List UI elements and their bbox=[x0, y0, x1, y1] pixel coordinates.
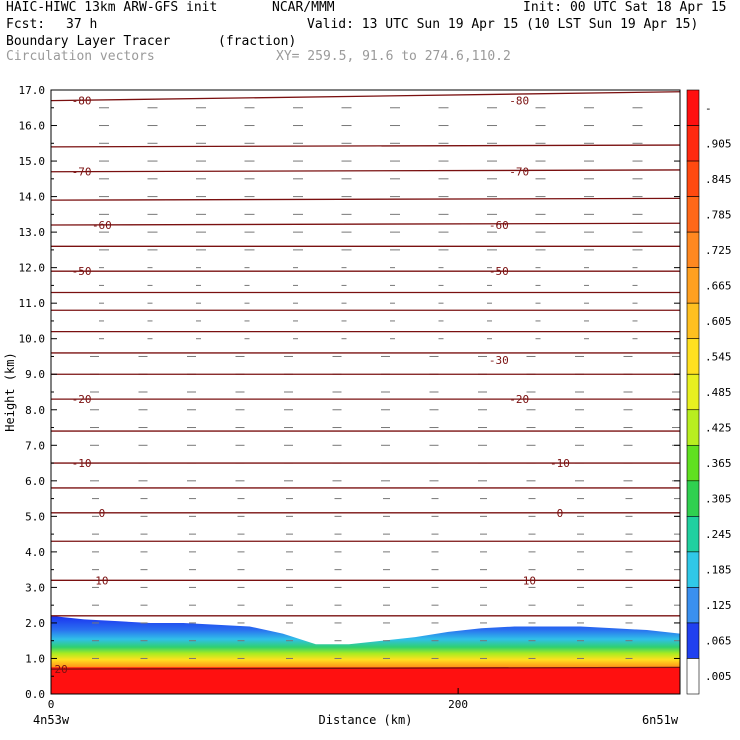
field-name: Boundary Layer Tracer bbox=[6, 34, 171, 49]
colorbar-label: .545 bbox=[705, 350, 732, 363]
isotherm-label: -50 bbox=[72, 265, 92, 278]
isotherm-label: -20 bbox=[72, 393, 92, 406]
field-units: (fraction) bbox=[218, 34, 297, 49]
y-tick-label: 14.0 bbox=[19, 191, 46, 204]
isotherm-label: -80 bbox=[509, 95, 529, 108]
isotherm-label: -80 bbox=[72, 95, 92, 108]
isotherm-label: 20 bbox=[55, 663, 68, 676]
init-time: Init: 00 UTC Sat 18 Apr 15 bbox=[523, 0, 727, 15]
colorbar-label: .065 bbox=[705, 635, 732, 648]
colorbar-label: .305 bbox=[705, 493, 732, 506]
colorbar-label: .665 bbox=[705, 279, 732, 292]
isotherm-label: -20 bbox=[509, 393, 529, 406]
y-tick-label: 13.0 bbox=[19, 226, 46, 239]
colorbar-swatch bbox=[686, 302, 700, 340]
y-tick-label: 17.0 bbox=[19, 84, 46, 97]
colorbar-label: .185 bbox=[705, 564, 732, 577]
y-tick-label: 4.0 bbox=[25, 546, 45, 559]
y-tick-label: 16.0 bbox=[19, 120, 46, 133]
y-tick-label: 7.0 bbox=[25, 439, 45, 452]
y-tick-label: 12.0 bbox=[19, 262, 46, 275]
isotherm-line bbox=[51, 91, 680, 102]
valid-time: Valid: 13 UTC Sun 19 Apr 15 (10 LST Sun … bbox=[307, 17, 699, 32]
isotherm-line bbox=[51, 222, 680, 226]
colorbar-label: .485 bbox=[705, 386, 732, 399]
y-tick-label: 6.0 bbox=[25, 475, 45, 488]
colorbar-label: .005 bbox=[705, 670, 732, 683]
y-tick-label: 5.0 bbox=[25, 510, 45, 523]
y-tick-label: 0.0 bbox=[25, 688, 45, 701]
colorbar-swatch bbox=[686, 160, 700, 197]
colorbar-label: .425 bbox=[705, 422, 732, 435]
start-point-label: 4n53w bbox=[33, 713, 70, 727]
colorbar-swatch bbox=[686, 89, 700, 126]
x-axis-label: Distance (km) bbox=[319, 713, 413, 727]
circulation-vectors bbox=[90, 107, 680, 659]
isotherm-label: -60 bbox=[489, 219, 509, 232]
forecast-label: Fcst: bbox=[6, 17, 46, 32]
colorbar-label: .905 bbox=[705, 137, 732, 150]
colorbar-swatch bbox=[686, 267, 700, 304]
isotherm-label: -70 bbox=[72, 166, 92, 179]
colorbar-label: .245 bbox=[705, 528, 732, 541]
colorbar-swatch bbox=[686, 373, 700, 411]
isotherm-line bbox=[51, 169, 680, 173]
colorbar-swatch bbox=[686, 409, 700, 446]
isotherm-label: 0 bbox=[557, 507, 564, 520]
colorbar-label: .365 bbox=[705, 457, 732, 470]
forecast-hour: 37 h bbox=[66, 17, 98, 32]
colorbar-swatch bbox=[686, 587, 700, 624]
colorbar-swatch bbox=[686, 622, 700, 659]
isotherm-line bbox=[51, 666, 680, 670]
isotherm-line bbox=[51, 197, 680, 201]
isotherm-lines bbox=[51, 91, 680, 670]
y-tick-label: 2.0 bbox=[25, 617, 45, 630]
end-point-label: 6n51w bbox=[642, 713, 679, 727]
y-tick-label: 3.0 bbox=[25, 581, 45, 594]
isotherm-label: 10 bbox=[95, 574, 108, 587]
colorbar-swatch bbox=[686, 444, 700, 482]
colorbar-swatch bbox=[686, 551, 700, 588]
colorbar-swatch bbox=[686, 516, 700, 553]
isotherm-label: 0 bbox=[99, 507, 106, 520]
cross-section-endpoints: XY= 259.5, 91.6 to 274.6,110.2 bbox=[276, 49, 511, 64]
colorbar-swatch bbox=[686, 480, 700, 517]
colorbar-swatch bbox=[686, 658, 700, 695]
y-tick-label: 9.0 bbox=[25, 368, 45, 381]
isotherm-label: -10 bbox=[72, 457, 92, 470]
x-tick-label: 0 bbox=[48, 698, 55, 711]
colorbar-label: .725 bbox=[705, 244, 732, 257]
y-tick-label: 10.0 bbox=[19, 333, 46, 346]
colorbar-swatch bbox=[686, 231, 700, 268]
isotherm-line bbox=[51, 144, 680, 148]
colorbar-swatch bbox=[686, 338, 700, 375]
colorbar-label: .785 bbox=[705, 208, 732, 221]
isotherm-label: -30 bbox=[489, 354, 509, 367]
colorbar-label: - bbox=[705, 102, 712, 115]
isotherm-label: -10 bbox=[550, 457, 570, 470]
colorbar-label: .845 bbox=[705, 173, 732, 186]
y-tick-label: 11.0 bbox=[19, 297, 46, 310]
center-label: NCAR/MMM bbox=[272, 0, 335, 15]
colorbar-swatch bbox=[686, 196, 700, 233]
y-tick-label: 1.0 bbox=[25, 652, 45, 665]
y-tick-label: 8.0 bbox=[25, 404, 45, 417]
isotherm-label: -70 bbox=[509, 166, 529, 179]
isotherm-label: -50 bbox=[489, 265, 509, 278]
y-tick-label: 15.0 bbox=[19, 155, 46, 168]
colorbar-label: .605 bbox=[705, 315, 732, 328]
isotherm-label: 10 bbox=[523, 574, 536, 587]
colorbar-swatch bbox=[686, 125, 700, 162]
colorbar-label: .125 bbox=[705, 599, 732, 612]
tracer-surface-layer bbox=[51, 667, 680, 694]
x-tick-label: 200 bbox=[448, 698, 468, 711]
model-title: HAIC-HIWC 13km ARW-GFS init bbox=[6, 0, 218, 15]
y-axis-label: Height (km) bbox=[3, 352, 17, 431]
overlay-name: Circulation vectors bbox=[6, 49, 155, 64]
isotherm-label: -60 bbox=[92, 219, 112, 232]
